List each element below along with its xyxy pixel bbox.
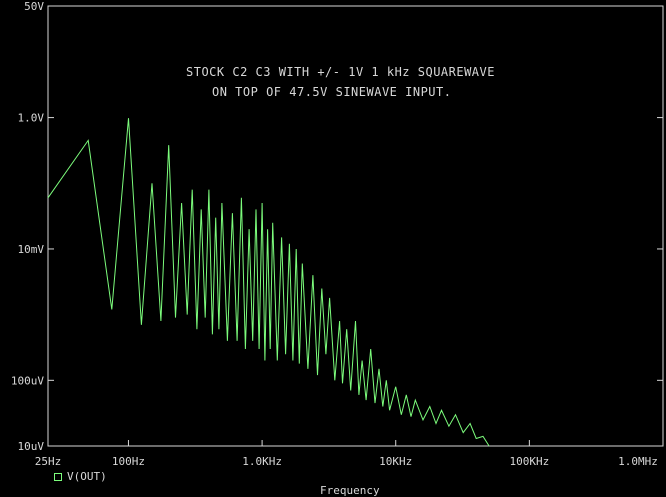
legend: V(OUT) [54, 470, 107, 483]
annotation-line-1: STOCK C2 C3 WITH +/- 1V 1 kHz SQUAREWAVE [186, 65, 495, 79]
legend-label: V(OUT) [67, 470, 107, 483]
annotation-line-2: ON TOP OF 47.5V SINEWAVE INPUT. [212, 85, 452, 99]
plot-frame [47, 5, 664, 447]
x-tick-label: 1.0KHz [242, 455, 282, 468]
y-axis: 50V 1.0V 10mV 100uV 10uV [11, 0, 663, 453]
y-tick-label: 10uV [18, 440, 45, 453]
x-tick-label: 25Hz [35, 455, 62, 468]
legend-marker [54, 473, 62, 481]
x-tick-label: 1.0MHz [618, 455, 658, 468]
x-axis: 25Hz 100Hz 1.0KHz 10KHz 100KHz 1.0MHz [35, 440, 664, 468]
v-out-trace [47, 118, 490, 447]
y-tick-label: 100uV [11, 374, 44, 387]
y-tick-label: 50V [24, 0, 44, 13]
x-tick-label: 10KHz [379, 455, 412, 468]
y-tick-label: 10mV [18, 243, 45, 256]
x-tick-label: 100Hz [112, 455, 145, 468]
x-tick-label: 100KHz [509, 455, 549, 468]
y-tick-label: 1.0V [18, 112, 45, 125]
x-axis-label: Frequency [320, 484, 380, 497]
